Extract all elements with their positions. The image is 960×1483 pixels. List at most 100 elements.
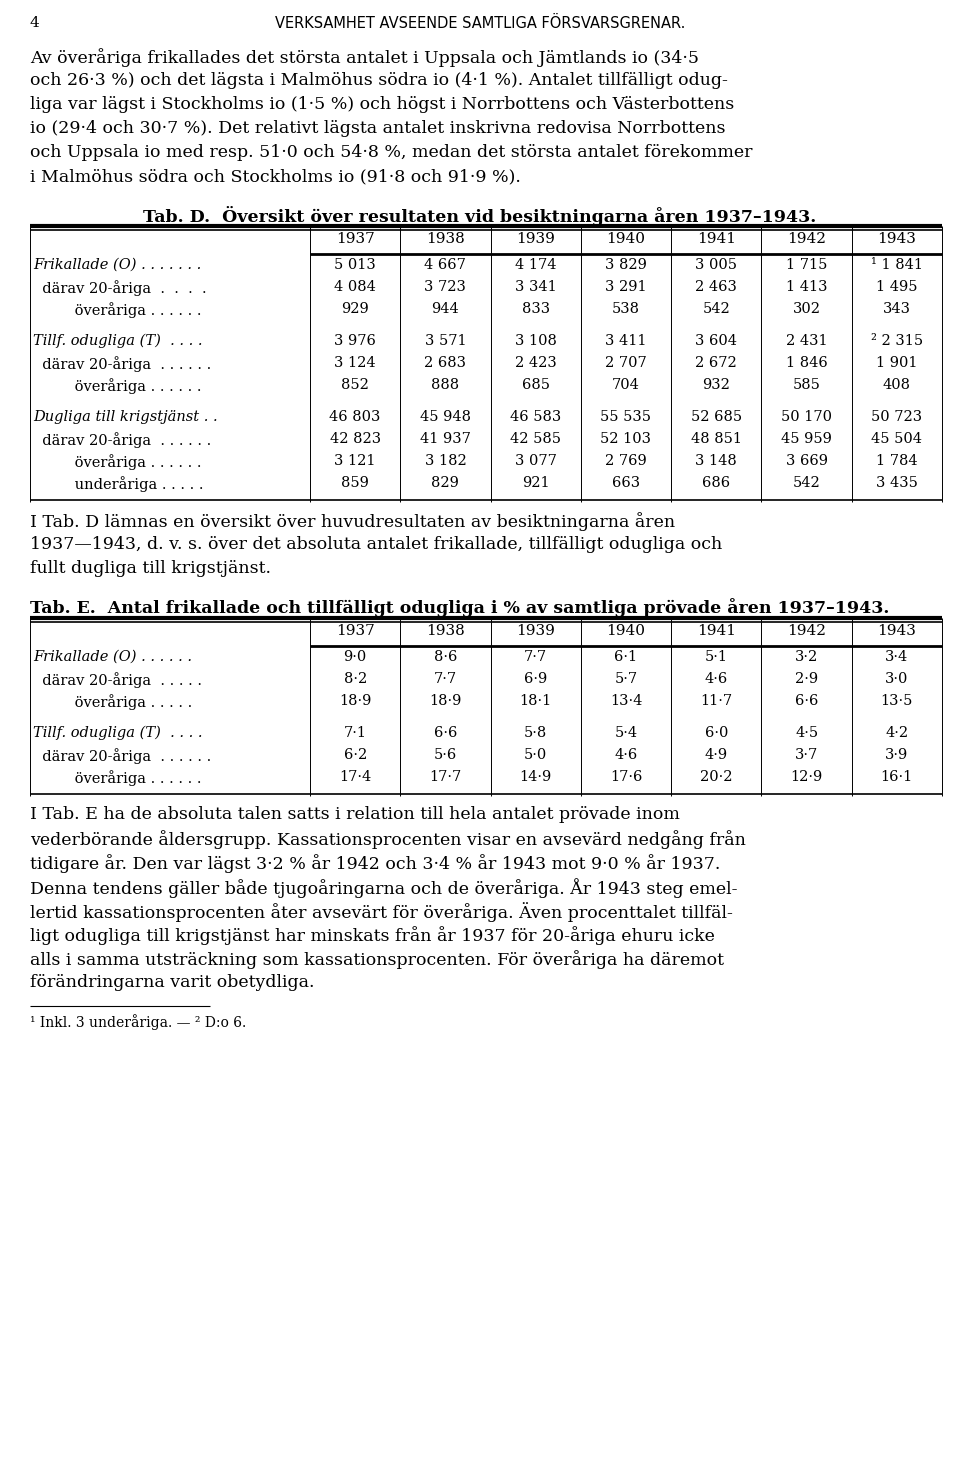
Text: därav 20-åriga  . . . . . .: därav 20-åriga . . . . . . bbox=[33, 356, 211, 372]
Text: 2 683: 2 683 bbox=[424, 356, 467, 369]
Text: 45 959: 45 959 bbox=[781, 432, 832, 446]
Text: 3 669: 3 669 bbox=[785, 454, 828, 469]
Text: lertid kassationsprocenten åter avsevärt för överåriga. Även procenttalet tillfä: lertid kassationsprocenten åter avsevärt… bbox=[30, 902, 732, 922]
Text: ligt odugliga till krigstjänst har minskats från år 1937 för 20-åriga ehuru icke: ligt odugliga till krigstjänst har minsk… bbox=[30, 925, 715, 945]
Text: 3 124: 3 124 bbox=[334, 356, 376, 369]
Text: 42 823: 42 823 bbox=[329, 432, 381, 446]
Text: 6·6: 6·6 bbox=[434, 727, 457, 740]
Text: 18·1: 18·1 bbox=[519, 694, 552, 707]
Text: Dugliga till krigstjänst . .: Dugliga till krigstjänst . . bbox=[33, 409, 218, 424]
Text: 1 495: 1 495 bbox=[876, 280, 918, 294]
Text: 944: 944 bbox=[432, 303, 459, 316]
Text: 1941: 1941 bbox=[697, 231, 735, 246]
Text: I Tab. E ha de absoluta talen satts i relation till hela antalet prövade inom: I Tab. E ha de absoluta talen satts i re… bbox=[30, 805, 680, 823]
Text: 921: 921 bbox=[522, 476, 549, 489]
Text: 12·9: 12·9 bbox=[790, 770, 823, 785]
Text: 3 411: 3 411 bbox=[605, 334, 647, 349]
Text: 3·7: 3·7 bbox=[795, 747, 818, 762]
Text: 5·8: 5·8 bbox=[524, 727, 547, 740]
Text: 2 707: 2 707 bbox=[605, 356, 647, 369]
Text: 3·4: 3·4 bbox=[885, 650, 908, 664]
Text: 11·7: 11·7 bbox=[700, 694, 732, 707]
Text: 13·5: 13·5 bbox=[880, 694, 913, 707]
Text: tidigare år. Den var lägst 3·2 % år 1942 och 3·4 % år 1943 mot 9·0 % år 1937.: tidigare år. Den var lägst 3·2 % år 1942… bbox=[30, 854, 720, 873]
Text: 3 108: 3 108 bbox=[515, 334, 557, 349]
Text: 704: 704 bbox=[612, 378, 640, 392]
Text: 4·9: 4·9 bbox=[705, 747, 728, 762]
Text: 5·1: 5·1 bbox=[705, 650, 728, 664]
Text: 542: 542 bbox=[793, 476, 821, 489]
Text: 1937—1943, d. v. s. över det absoluta antalet frikallade, tillfälligt odugliga o: 1937—1943, d. v. s. över det absoluta an… bbox=[30, 535, 722, 553]
Text: Tillf. odugliga (T)  . . . .: Tillf. odugliga (T) . . . . bbox=[33, 334, 203, 349]
Text: 7·7: 7·7 bbox=[524, 650, 547, 664]
Text: 6·1: 6·1 bbox=[614, 650, 637, 664]
Text: 8·6: 8·6 bbox=[434, 650, 457, 664]
Text: 1 413: 1 413 bbox=[786, 280, 828, 294]
Text: 1939: 1939 bbox=[516, 231, 555, 246]
Text: 2 431: 2 431 bbox=[785, 334, 828, 349]
Text: 663: 663 bbox=[612, 476, 640, 489]
Text: 1938: 1938 bbox=[426, 624, 465, 638]
Text: Av överåriga frikallades det största antalet i Uppsala och Jämtlands io (34·5: Av överåriga frikallades det största ant… bbox=[30, 47, 699, 67]
Text: 1937: 1937 bbox=[336, 231, 374, 246]
Text: 41 937: 41 937 bbox=[420, 432, 470, 446]
Text: 1 715: 1 715 bbox=[786, 258, 828, 271]
Text: Denna tendens gäller både tjugoåringarna och de överåriga. År 1943 steg emel-: Denna tendens gäller både tjugoåringarna… bbox=[30, 878, 737, 897]
Text: 888: 888 bbox=[431, 378, 460, 392]
Text: 46 583: 46 583 bbox=[510, 409, 562, 424]
Text: 686: 686 bbox=[702, 476, 731, 489]
Text: 6·9: 6·9 bbox=[524, 672, 547, 687]
Text: 4·2: 4·2 bbox=[885, 727, 908, 740]
Text: 1938: 1938 bbox=[426, 231, 465, 246]
Text: 4 084: 4 084 bbox=[334, 280, 376, 294]
Text: 50 723: 50 723 bbox=[872, 409, 923, 424]
Text: förändringarna varit obetydliga.: förändringarna varit obetydliga. bbox=[30, 974, 315, 991]
Text: 3 148: 3 148 bbox=[695, 454, 737, 469]
Text: 3 121: 3 121 bbox=[334, 454, 376, 469]
Text: därav 20-åriga  . . . . .: därav 20-åriga . . . . . bbox=[33, 672, 202, 688]
Text: 3 077: 3 077 bbox=[515, 454, 557, 469]
Text: 50 170: 50 170 bbox=[781, 409, 832, 424]
Text: 929: 929 bbox=[341, 303, 369, 316]
Text: Frikallade (O) . . . . . . .: Frikallade (O) . . . . . . . bbox=[33, 258, 202, 271]
Text: 1937: 1937 bbox=[336, 624, 374, 638]
Text: 2·9: 2·9 bbox=[795, 672, 818, 687]
Text: Tab. E.  Antal frikallade och tillfälligt odugliga i % av samtliga prövade åren : Tab. E. Antal frikallade och tillfälligt… bbox=[30, 598, 889, 617]
Text: 1940: 1940 bbox=[607, 231, 645, 246]
Text: 3 435: 3 435 bbox=[876, 476, 918, 489]
Text: 3 182: 3 182 bbox=[424, 454, 467, 469]
Text: och Uppsala io med resp. 51·0 och 54·8 %, medan det största antalet förekommer: och Uppsala io med resp. 51·0 och 54·8 %… bbox=[30, 144, 753, 162]
Text: 302: 302 bbox=[793, 303, 821, 316]
Text: 1939: 1939 bbox=[516, 624, 555, 638]
Text: 4 667: 4 667 bbox=[424, 258, 467, 271]
Text: överåriga . . . . . .: överåriga . . . . . . bbox=[33, 303, 202, 317]
Text: 408: 408 bbox=[883, 378, 911, 392]
Text: vederbörande åldersgrupp. Kassationsprocenten visar en avsevärd nedgång från: vederbörande åldersgrupp. Kassationsproc… bbox=[30, 830, 746, 848]
Text: 7·1: 7·1 bbox=[344, 727, 367, 740]
Text: 45 948: 45 948 bbox=[420, 409, 471, 424]
Text: 1943: 1943 bbox=[877, 624, 916, 638]
Text: 4·5: 4·5 bbox=[795, 727, 818, 740]
Text: 1942: 1942 bbox=[787, 624, 826, 638]
Text: 5·0: 5·0 bbox=[524, 747, 547, 762]
Text: 13·4: 13·4 bbox=[610, 694, 642, 707]
Text: 2 769: 2 769 bbox=[605, 454, 647, 469]
Text: 585: 585 bbox=[793, 378, 821, 392]
Text: därav 20-åriga  . . . . . .: därav 20-åriga . . . . . . bbox=[33, 432, 211, 448]
Text: överåriga . . . . . .: överåriga . . . . . . bbox=[33, 770, 202, 786]
Text: 52 103: 52 103 bbox=[601, 432, 652, 446]
Text: 1 901: 1 901 bbox=[876, 356, 918, 369]
Text: io (29·4 och 30·7 %). Det relativt lägsta antalet inskrivna redovisa Norrbottens: io (29·4 och 30·7 %). Det relativt lägst… bbox=[30, 120, 726, 136]
Text: 17·6: 17·6 bbox=[610, 770, 642, 785]
Text: 52 685: 52 685 bbox=[691, 409, 742, 424]
Text: 6·0: 6·0 bbox=[705, 727, 728, 740]
Text: 2 463: 2 463 bbox=[695, 280, 737, 294]
Text: 3 604: 3 604 bbox=[695, 334, 737, 349]
Text: 55 535: 55 535 bbox=[601, 409, 652, 424]
Text: 6·2: 6·2 bbox=[344, 747, 367, 762]
Text: och 26·3 %) och det lägsta i Malmöhus södra io (4·1 %). Antalet tillfälligt odug: och 26·3 %) och det lägsta i Malmöhus sö… bbox=[30, 73, 728, 89]
Text: 7·7: 7·7 bbox=[434, 672, 457, 687]
Text: 5·7: 5·7 bbox=[614, 672, 637, 687]
Text: 16·1: 16·1 bbox=[880, 770, 913, 785]
Text: 18·9: 18·9 bbox=[339, 694, 372, 707]
